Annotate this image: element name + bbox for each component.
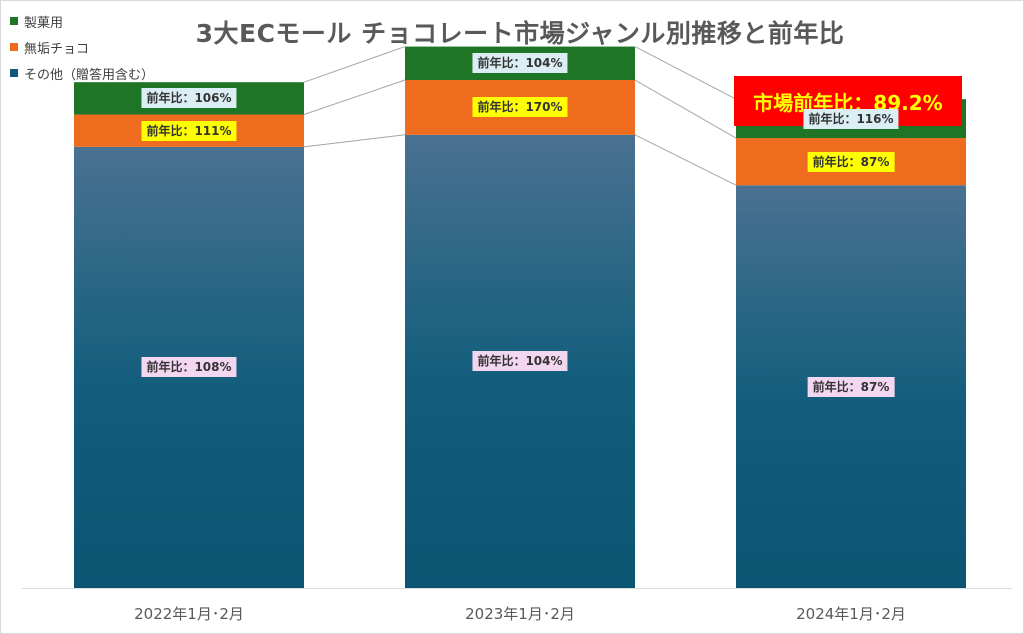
- series-line-plain-0: [303, 79, 406, 116]
- data-label-confectionery-1: 前年比：104%: [472, 53, 568, 74]
- data-label-other-1: 前年比：104%: [472, 351, 568, 372]
- legend-label-other: その他（贈答用含む）: [24, 67, 155, 83]
- data-label-confectionery-2: 前年比：116%: [803, 108, 899, 129]
- legend-item-other: その他（贈答用含む）: [10, 60, 154, 86]
- legend: 製菓用 無垢チョコ その他（贈答用含む）: [10, 8, 154, 86]
- x-tick-label-1: 2023年1月･2月: [465, 605, 575, 623]
- series-line-confectionery-0: [303, 46, 406, 83]
- series-line-plain-1: [634, 79, 737, 139]
- legend-item-plain-chocolate: 無垢チョコ: [10, 34, 154, 60]
- data-label-plain-0: 前年比：111%: [141, 120, 237, 141]
- data-label-plain-1: 前年比：170%: [472, 97, 568, 118]
- legend-swatch-confectionery: [10, 17, 18, 25]
- legend-label-confectionery: 製菓用: [24, 15, 64, 31]
- series-line-other-1: [634, 134, 737, 186]
- data-label-confectionery-0: 前年比：106%: [141, 88, 237, 109]
- chart-title: 3大ECモール チョコレート市場ジャンル別推移と前年比: [195, 19, 845, 48]
- data-label-other-0: 前年比：108%: [141, 357, 237, 378]
- legend-swatch-plain-chocolate: [10, 43, 18, 51]
- legend-item-confectionery: 製菓用: [10, 8, 154, 34]
- legend-label-plain-chocolate: 無垢チョコ: [24, 41, 90, 57]
- series-line-confectionery-1: [634, 46, 737, 100]
- data-label-plain-2: 前年比：87%: [807, 151, 895, 172]
- data-label-other-2: 前年比：87%: [807, 376, 895, 397]
- x-tick-label-0: 2022年1月･2月: [134, 605, 244, 623]
- x-tick-label-2: 2024年1月･2月: [796, 605, 906, 623]
- legend-swatch-other: [10, 69, 18, 77]
- series-line-other-0: [303, 134, 406, 148]
